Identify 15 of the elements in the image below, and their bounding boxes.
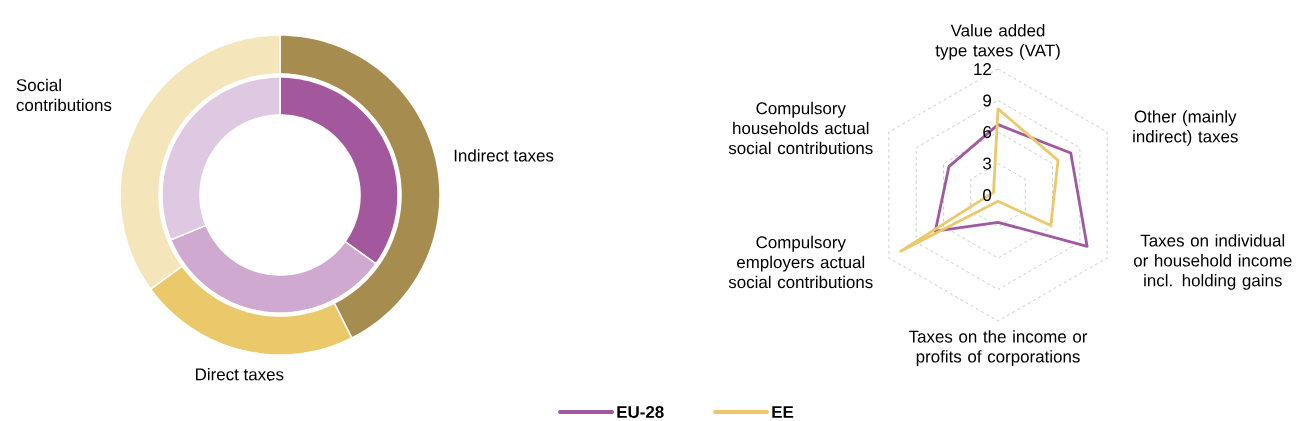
slice-label: Direct taxes	[196, 367, 284, 381]
spoke-label: Value added type taxes (VAT)	[935, 24, 1060, 60]
spoke-label: Taxes on the income or profits of corporations	[908, 330, 1088, 366]
y-tick-label: 9	[983, 94, 992, 107]
slice-label: Indirect taxes	[454, 149, 554, 162]
slice-label: Social contributions	[16, 78, 112, 112]
y-tick-label: 3	[983, 157, 992, 170]
y-tick-label: 12	[974, 63, 991, 75]
legend-label: EU-28	[617, 406, 664, 418]
spoke-label: Compulsory employers actual social contributions	[728, 235, 873, 289]
spoke-label: Compulsory households actual social contributions	[728, 101, 873, 155]
spoke-label: Taxes on individual or household income incl. holding gains	[1133, 234, 1292, 290]
spoke-label: Other (mainly indirect) taxes	[1133, 110, 1238, 146]
legend-label: EE	[772, 406, 794, 418]
y-tick-label: 0	[983, 189, 992, 201]
